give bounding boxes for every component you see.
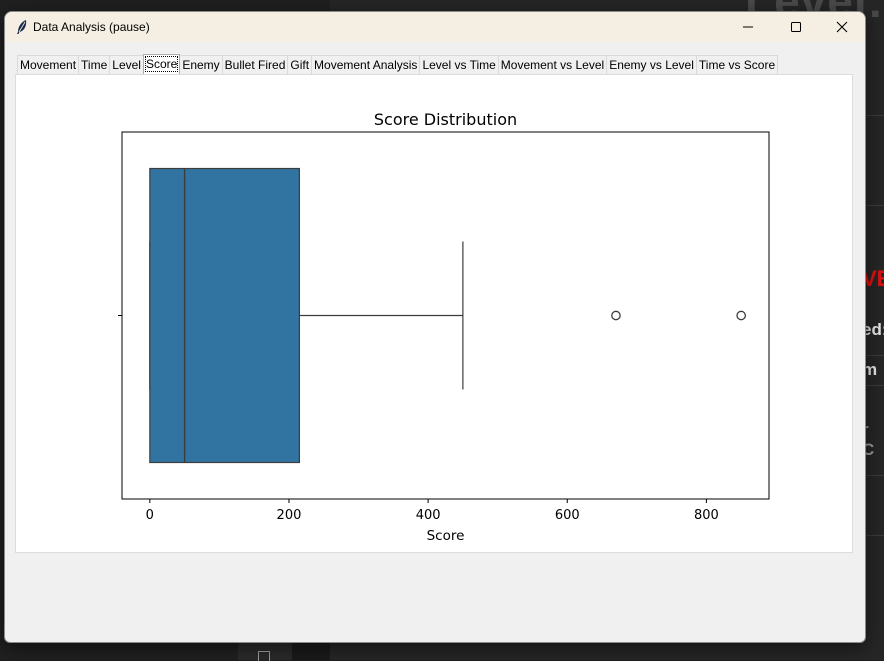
tab-movement[interactable]: Movement — [17, 55, 80, 74]
tab-label: Movement Analysis — [314, 58, 418, 72]
tab-label: Gift — [290, 58, 310, 72]
tab-bullet-fired[interactable]: Bullet Fired — [221, 55, 289, 74]
analysis-window: Data Analysis (pause) Movement Time Level S… — [4, 11, 866, 643]
tab-enemy[interactable]: Enemy — [179, 55, 223, 74]
tab-label: Level — [112, 58, 141, 72]
file-icon — [258, 651, 270, 661]
score-boxplot: Score Distribution 0 200 400 600 800 Score — [118, 110, 770, 544]
close-icon — [836, 21, 848, 33]
tab-label: Movement — [20, 58, 77, 72]
x-tick-label: 600 — [555, 508, 580, 523]
maximize-button[interactable] — [773, 12, 819, 42]
tab-label: Score — [144, 56, 179, 72]
feather-icon — [17, 20, 27, 34]
chart-panel: Score Distribution 0 200 400 600 800 Score — [15, 74, 853, 553]
outlier-point — [736, 310, 747, 321]
tab-label: Time — [81, 58, 108, 72]
background-divider — [865, 535, 884, 536]
x-tick-label: 200 — [277, 508, 302, 523]
title-bar[interactable]: Data Analysis (pause) — [5, 12, 865, 42]
tab-label: Level vs Time — [422, 58, 496, 72]
background-divider — [865, 205, 884, 206]
background-fragment: ed: — [862, 320, 884, 339]
maximize-icon — [791, 22, 801, 32]
background-divider — [865, 475, 884, 476]
tab-label: Enemy — [182, 58, 220, 72]
x-tick-label: 400 — [416, 508, 441, 523]
background-fragment: VE — [862, 266, 884, 291]
tab-bar: Movement Time Level Score Enemy Bullet Fired G… — [17, 54, 779, 74]
tab-time[interactable]: Time — [78, 55, 111, 74]
tab-movement-vs-level[interactable]: Movement vs Level — [497, 55, 608, 74]
tab-level-vs-time[interactable]: Level vs Time — [419, 55, 499, 74]
background-divider — [865, 115, 884, 116]
tab-score[interactable]: Score — [142, 54, 181, 74]
tab-label: Time vs Score — [698, 58, 776, 72]
minimize-icon — [743, 26, 753, 28]
chart-title: Score Distribution — [374, 110, 517, 129]
tab-movement-analysis[interactable]: Movement Analysis — [311, 55, 421, 74]
tab-time-vs-score[interactable]: Time vs Score — [695, 55, 779, 74]
tab-label: Bullet Fired — [224, 58, 286, 72]
x-axis-label: Score — [427, 528, 465, 544]
window-title: Data Analysis (pause) — [33, 20, 150, 34]
background-divider — [865, 385, 884, 386]
iqr-box — [149, 167, 301, 464]
tab-enemy-vs-level[interactable]: Enemy vs Level — [606, 55, 697, 74]
minimize-button[interactable] — [725, 12, 771, 42]
close-button[interactable] — [819, 12, 865, 42]
x-tick-label: 0 — [146, 508, 154, 523]
x-tick-label: 800 — [694, 508, 719, 523]
tab-label: Enemy vs Level — [609, 58, 694, 72]
tab-label: Movement vs Level — [500, 58, 605, 72]
tab-gift[interactable]: Gift — [287, 55, 313, 74]
outlier-point — [611, 310, 621, 321]
background-taskbar-box — [292, 640, 330, 660]
tab-level[interactable]: Level — [109, 55, 144, 74]
background-divider — [865, 355, 884, 356]
